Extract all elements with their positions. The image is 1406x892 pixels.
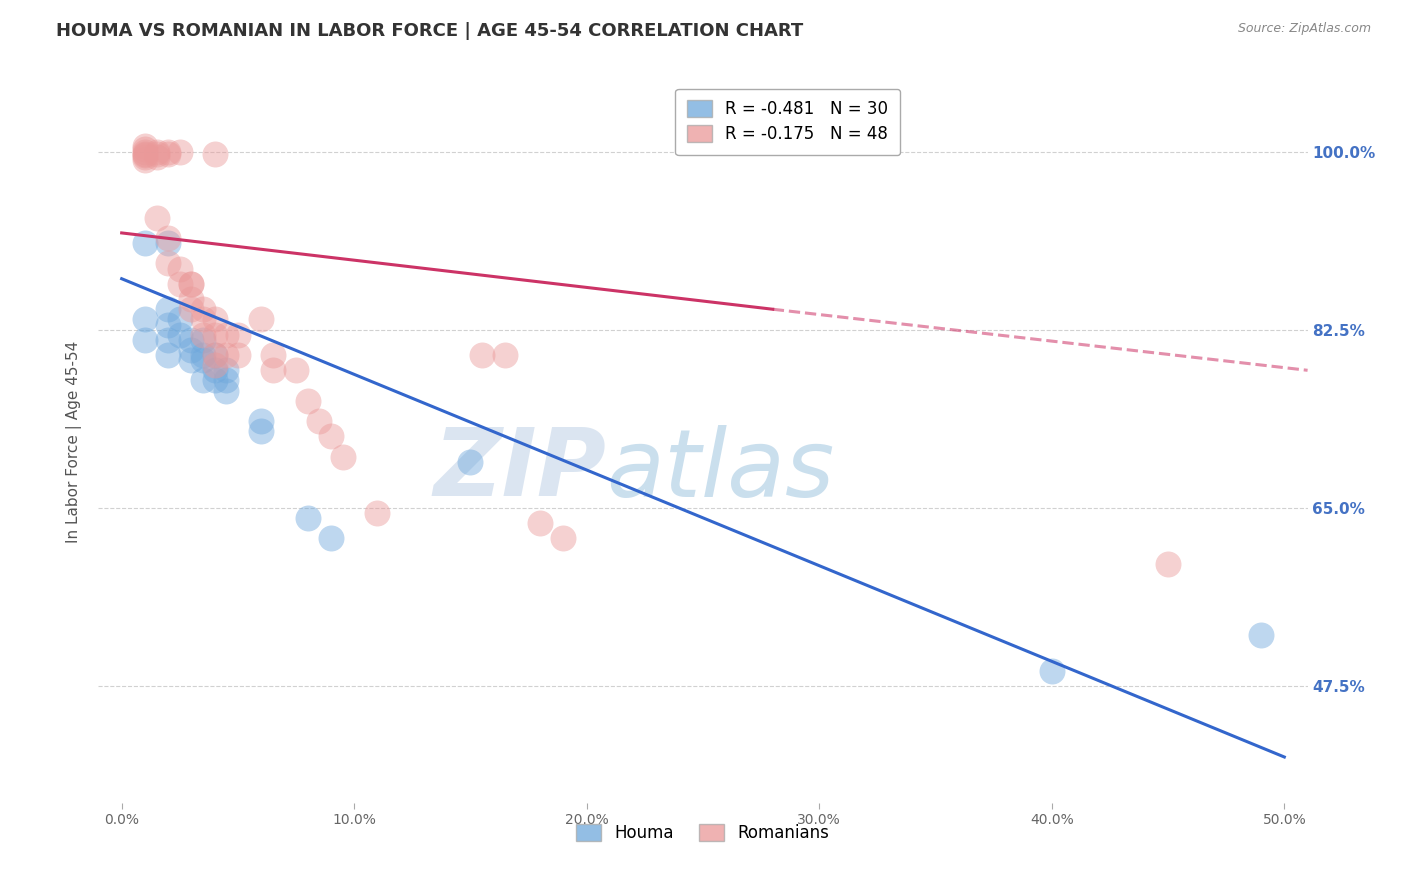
Point (204, 374, 226, 388)
Point (134, 146, 156, 161)
Point (262, 348, 284, 362)
Point (180, 343, 202, 357)
Point (215, 363, 238, 377)
Point (529, 516, 551, 530)
Point (215, 348, 238, 362)
Point (191, 312, 214, 326)
Point (180, 277, 202, 291)
Point (157, 318, 180, 332)
Point (157, 236, 180, 251)
Point (157, 256, 180, 270)
Point (157, 348, 180, 362)
Text: atlas: atlas (606, 425, 835, 516)
Point (204, 348, 226, 362)
Point (319, 531, 342, 545)
Point (157, 302, 180, 317)
Point (204, 146, 226, 161)
Point (134, 139, 156, 153)
Point (180, 277, 202, 291)
Point (215, 384, 238, 398)
Text: Source: ZipAtlas.com: Source: ZipAtlas.com (1237, 22, 1371, 36)
Point (169, 145, 191, 159)
Point (134, 145, 156, 159)
Point (1157, 557, 1180, 571)
Point (157, 333, 180, 347)
Point (157, 146, 180, 161)
Point (226, 348, 249, 362)
Point (332, 450, 354, 464)
Point (157, 145, 180, 159)
Point (204, 348, 226, 362)
Point (134, 143, 156, 157)
Point (169, 312, 191, 326)
Point (191, 327, 214, 342)
Point (226, 327, 249, 342)
Point (134, 333, 156, 347)
Point (285, 363, 308, 377)
Point (215, 374, 238, 388)
Point (134, 147, 156, 161)
Point (460, 455, 482, 469)
Point (180, 353, 202, 368)
Point (319, 429, 342, 443)
Point (297, 511, 319, 525)
Point (145, 145, 167, 159)
Point (1250, 628, 1272, 642)
Point (134, 312, 156, 326)
Point (366, 506, 388, 520)
Point (145, 211, 167, 225)
Point (134, 236, 156, 251)
Point (308, 414, 330, 428)
Point (1040, 664, 1063, 678)
Point (297, 393, 319, 408)
Point (180, 302, 202, 317)
Point (134, 153, 156, 167)
Point (204, 358, 226, 372)
Point (262, 363, 284, 377)
Point (157, 231, 180, 245)
Point (169, 277, 191, 291)
Point (134, 150, 156, 164)
Point (180, 333, 202, 347)
Legend: Houma, Romanians: Houma, Romanians (569, 817, 837, 848)
Point (180, 292, 202, 306)
Point (145, 150, 167, 164)
Text: ZIP: ZIP (433, 425, 606, 516)
Point (191, 348, 214, 362)
Point (215, 327, 238, 342)
Y-axis label: In Labor Force | Age 45-54: In Labor Force | Age 45-54 (66, 341, 83, 542)
Point (471, 348, 494, 362)
Point (191, 374, 214, 388)
Point (191, 353, 214, 368)
Text: HOUMA VS ROMANIAN IN LABOR FORCE | AGE 45-54 CORRELATION CHART: HOUMA VS ROMANIAN IN LABOR FORCE | AGE 4… (56, 22, 803, 40)
Point (145, 146, 167, 161)
Point (204, 327, 226, 342)
Point (169, 327, 191, 342)
Point (191, 333, 214, 347)
Point (250, 312, 273, 326)
Point (553, 531, 575, 545)
Point (169, 261, 191, 276)
Point (250, 414, 273, 428)
Point (250, 425, 273, 439)
Point (204, 363, 226, 377)
Point (191, 302, 214, 317)
Point (204, 312, 226, 326)
Point (494, 348, 516, 362)
